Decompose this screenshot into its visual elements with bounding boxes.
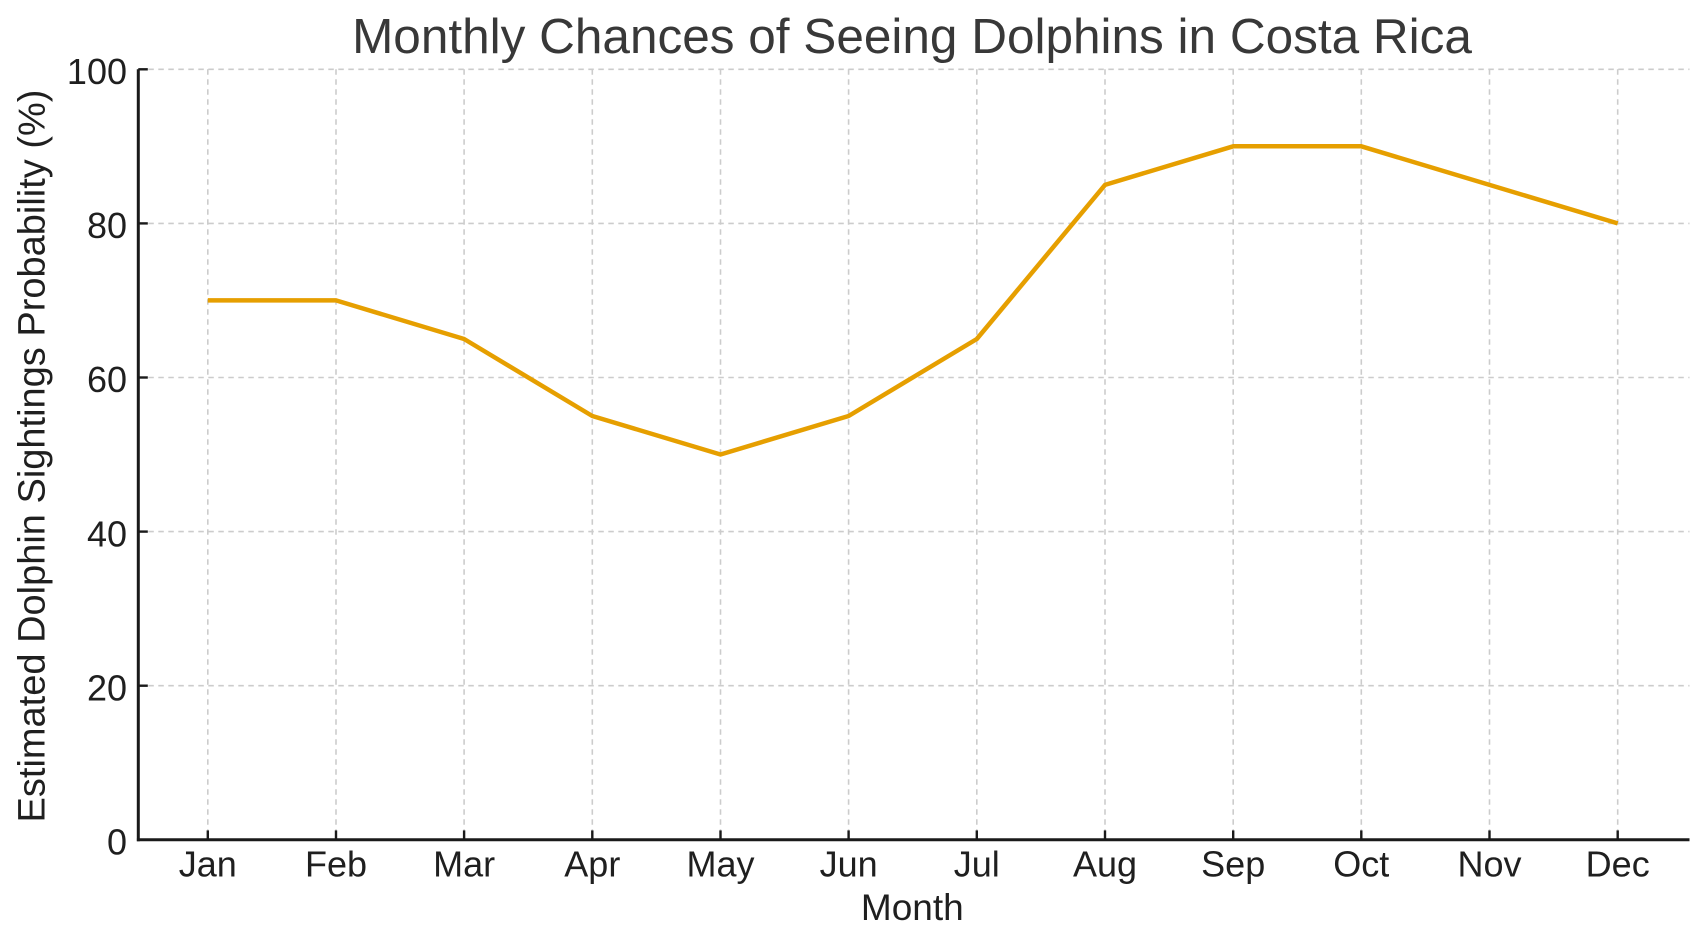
- svg-text:Jun: Jun: [820, 844, 878, 885]
- svg-text:Mar: Mar: [433, 844, 495, 885]
- svg-text:Nov: Nov: [1457, 844, 1521, 885]
- svg-text:60: 60: [87, 359, 127, 400]
- svg-text:May: May: [686, 844, 754, 885]
- svg-text:Estimated Dolphin Sightings Pr: Estimated Dolphin Sightings Probability …: [12, 90, 54, 823]
- svg-text:Month: Month: [861, 887, 964, 928]
- svg-text:Dec: Dec: [1586, 844, 1650, 885]
- svg-text:Jan: Jan: [179, 844, 237, 885]
- svg-text:Feb: Feb: [305, 844, 367, 885]
- svg-text:20: 20: [87, 667, 127, 708]
- svg-text:Aug: Aug: [1073, 844, 1137, 885]
- svg-text:0: 0: [107, 822, 127, 863]
- svg-text:Sep: Sep: [1201, 844, 1265, 885]
- svg-text:Jul: Jul: [954, 844, 1000, 885]
- svg-text:40: 40: [87, 513, 127, 554]
- svg-text:Apr: Apr: [564, 844, 620, 885]
- svg-text:100: 100: [67, 51, 127, 92]
- svg-text:Oct: Oct: [1333, 844, 1389, 885]
- svg-text:80: 80: [87, 205, 127, 246]
- svg-text:Monthly Chances of Seeing Dolp: Monthly Chances of Seeing Dolphins in Co…: [352, 9, 1472, 64]
